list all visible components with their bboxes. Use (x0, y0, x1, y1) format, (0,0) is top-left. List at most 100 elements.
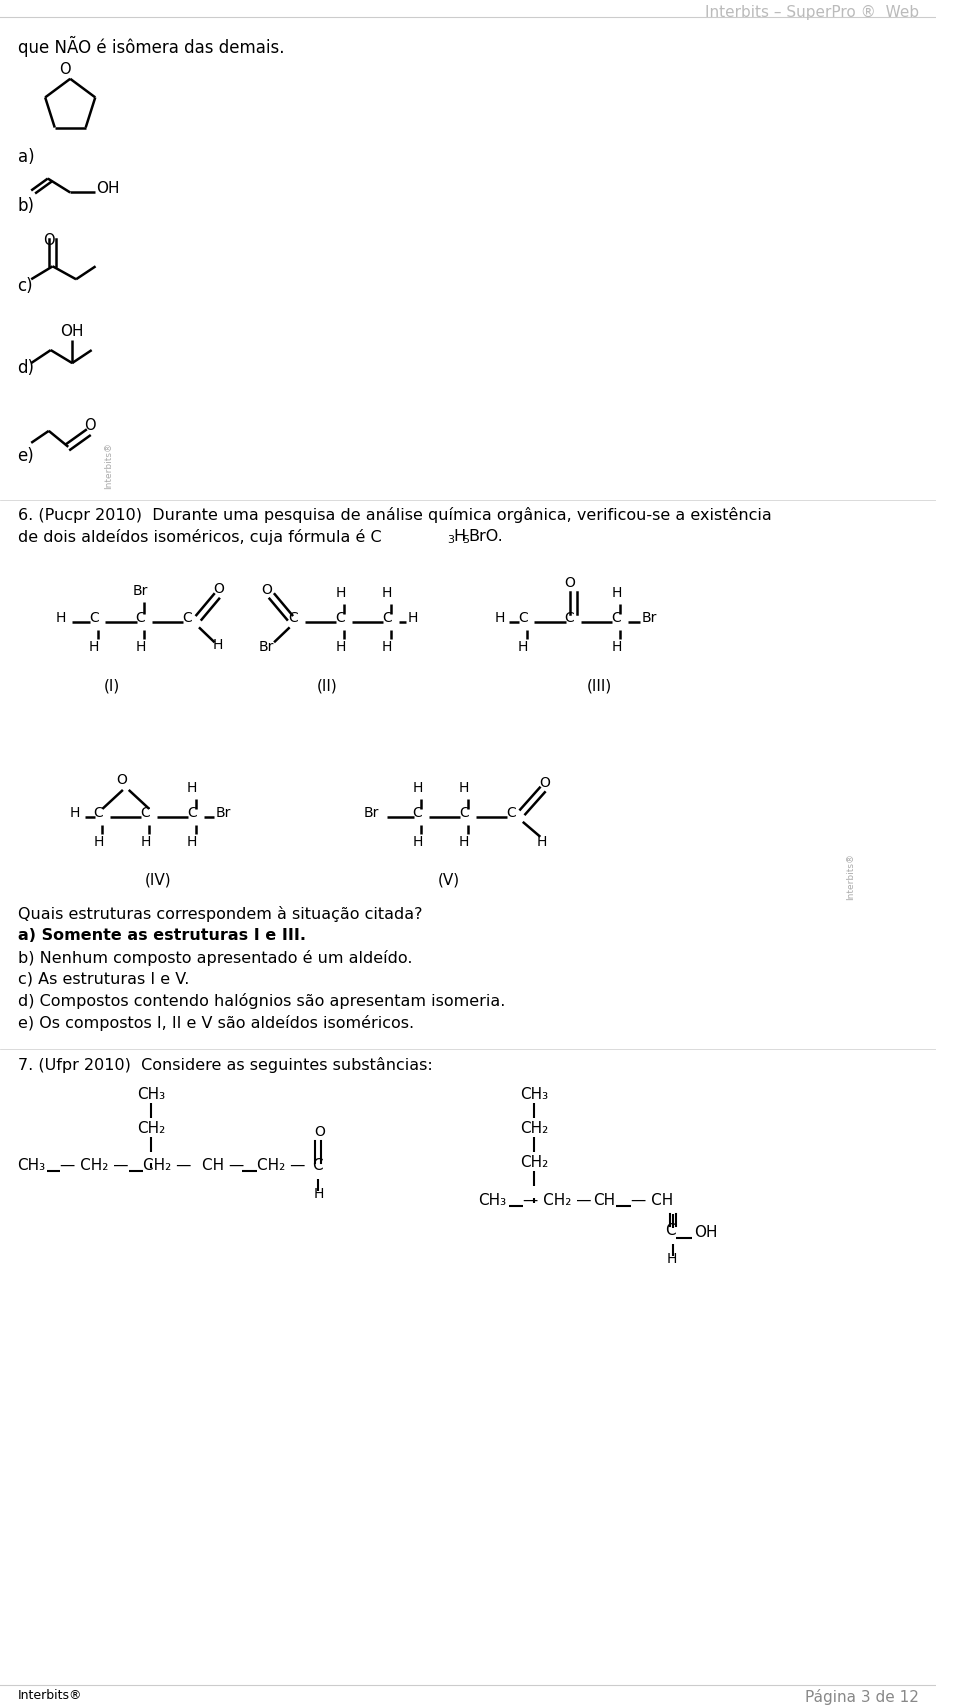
Text: 3: 3 (447, 534, 455, 545)
Text: OH: OH (60, 323, 84, 338)
Text: CH₂: CH₂ (520, 1120, 548, 1135)
Text: H: H (93, 835, 104, 848)
Text: CH₃: CH₃ (17, 1157, 46, 1173)
Text: H: H (382, 586, 393, 601)
Text: OH: OH (97, 181, 120, 196)
Text: de dois aldeídos isoméricos, cuja fórmula é C: de dois aldeídos isoméricos, cuja fórmul… (17, 527, 381, 545)
Text: 6. (Pucpr 2010)  Durante uma pesquisa de análise química orgânica, verificou-se : 6. (Pucpr 2010) Durante uma pesquisa de … (17, 507, 771, 522)
Text: (II): (II) (317, 678, 337, 693)
Text: CH₂ —: CH₂ — (143, 1157, 192, 1173)
Text: H: H (459, 780, 469, 794)
Text: d) Compostos contendo halógnios são apresentam isomeria.: d) Compostos contendo halógnios são apre… (17, 993, 505, 1009)
Text: CH₃: CH₃ (137, 1087, 165, 1101)
Text: H: H (135, 640, 146, 654)
Text: OH: OH (694, 1224, 718, 1239)
Text: C: C (413, 806, 422, 819)
Text: C: C (135, 611, 145, 625)
Text: 7. (Ufpr 2010)  Considere as seguintes substâncias:: 7. (Ufpr 2010) Considere as seguintes su… (17, 1057, 432, 1072)
Text: — CH₂ —: — CH₂ — (523, 1193, 591, 1207)
Text: O: O (314, 1125, 324, 1139)
Text: H: H (187, 780, 198, 794)
Text: (III): (III) (588, 678, 612, 693)
Text: H: H (88, 640, 99, 654)
Text: C: C (289, 611, 299, 625)
Text: (V): (V) (438, 872, 460, 888)
Text: d): d) (17, 358, 35, 377)
Text: c) As estruturas I e V.: c) As estruturas I e V. (17, 971, 189, 987)
Text: H: H (666, 1251, 677, 1265)
Text: b): b) (17, 198, 35, 215)
Text: H: H (382, 640, 393, 654)
Text: CH₃: CH₃ (520, 1087, 548, 1101)
Text: H: H (212, 638, 223, 652)
Text: H: H (56, 611, 65, 625)
Text: H: H (537, 835, 547, 848)
Text: BrO.: BrO. (468, 527, 503, 543)
Text: H: H (494, 611, 505, 625)
Text: Quais estruturas correspondem à situação citada?: Quais estruturas correspondem à situação… (17, 905, 422, 922)
Text: H: H (335, 586, 346, 601)
Text: H: H (335, 640, 346, 654)
Text: O: O (84, 418, 96, 434)
Text: Interbits – SuperPro ®  Web: Interbits – SuperPro ® Web (705, 5, 919, 20)
Text: H: H (517, 640, 528, 654)
Text: — CH₂ —: — CH₂ — (60, 1157, 129, 1173)
Text: O: O (43, 234, 55, 248)
Text: C: C (612, 611, 621, 625)
Text: O: O (213, 582, 224, 596)
Text: CH₂: CH₂ (137, 1120, 165, 1135)
Text: H: H (612, 640, 621, 654)
Text: b) Nenhum composto apresentado é um aldeído.: b) Nenhum composto apresentado é um alde… (17, 949, 412, 964)
Text: C: C (382, 611, 392, 625)
Text: Br: Br (642, 611, 658, 625)
Text: O: O (60, 61, 71, 77)
Text: Página 3 de 12: Página 3 de 12 (804, 1688, 919, 1704)
Text: C: C (517, 611, 528, 625)
Text: C: C (187, 806, 197, 819)
Text: H: H (140, 835, 151, 848)
Text: H: H (412, 835, 422, 848)
Text: Interbits®: Interbits® (105, 442, 113, 488)
Text: C: C (312, 1157, 323, 1173)
Text: H: H (407, 611, 418, 625)
Text: H: H (453, 527, 466, 543)
Text: — CH: — CH (631, 1193, 673, 1207)
Text: CH₃: CH₃ (478, 1193, 506, 1207)
Text: C: C (506, 806, 516, 819)
Text: H: H (70, 806, 81, 819)
Text: O: O (261, 584, 272, 597)
Text: Br: Br (364, 806, 379, 819)
Text: Interbits®: Interbits® (17, 1688, 82, 1700)
Text: H: H (412, 780, 422, 794)
Text: C: C (94, 806, 104, 819)
Text: (I): (I) (104, 678, 120, 693)
Text: H: H (187, 835, 198, 848)
Text: C: C (88, 611, 99, 625)
Text: CH: CH (593, 1193, 615, 1207)
Text: H: H (459, 835, 469, 848)
Text: C: C (182, 611, 192, 625)
Text: H: H (314, 1186, 324, 1200)
Text: Br: Br (216, 806, 231, 819)
Text: e): e) (17, 447, 35, 464)
Text: C: C (335, 611, 346, 625)
Text: CH —: CH — (202, 1157, 244, 1173)
Text: c): c) (17, 277, 34, 295)
Text: C: C (665, 1222, 676, 1238)
Text: O: O (539, 775, 550, 790)
Text: a): a) (17, 147, 35, 166)
Text: (IV): (IV) (145, 872, 171, 888)
Text: 5: 5 (463, 534, 469, 545)
Text: C: C (460, 806, 469, 819)
Text: e) Os compostos I, II e V são aldeídos isoméricos.: e) Os compostos I, II e V são aldeídos i… (17, 1014, 414, 1031)
Text: Br: Br (258, 640, 274, 654)
Text: C: C (140, 806, 150, 819)
Text: Br: Br (132, 584, 148, 597)
Text: a) Somente as estruturas I e III.: a) Somente as estruturas I e III. (17, 927, 305, 942)
Text: Interbits®: Interbits® (847, 852, 855, 900)
Text: O: O (116, 773, 128, 787)
Text: H: H (612, 586, 621, 601)
Text: CH₂: CH₂ (520, 1154, 548, 1169)
Text: CH₂ —: CH₂ — (256, 1157, 305, 1173)
Text: C: C (564, 611, 574, 625)
